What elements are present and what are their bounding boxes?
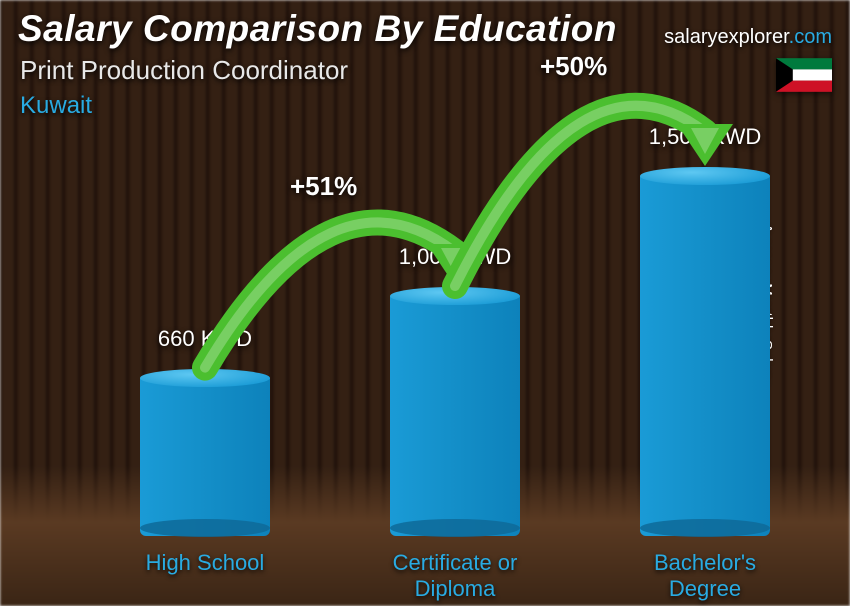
bar-category-label: Certificate or Diploma [355,550,555,603]
bar-category-label: Bachelor's Degree [605,550,805,603]
job-subtitle: Print Production Coordinator [20,55,348,86]
increment-label: +50% [540,51,607,82]
increment-label: +51% [290,171,357,202]
increment-arc: +50% [395,7,765,356]
country-flag-icon [776,58,832,92]
bar-category-label: High School [105,550,305,576]
bar-chart: 660 KWDHigh School1,000 KWDCertificate o… [70,110,790,536]
stage: Salary Comparison By Education Print Pro… [0,0,850,606]
brand-suffix: .com [789,26,832,48]
